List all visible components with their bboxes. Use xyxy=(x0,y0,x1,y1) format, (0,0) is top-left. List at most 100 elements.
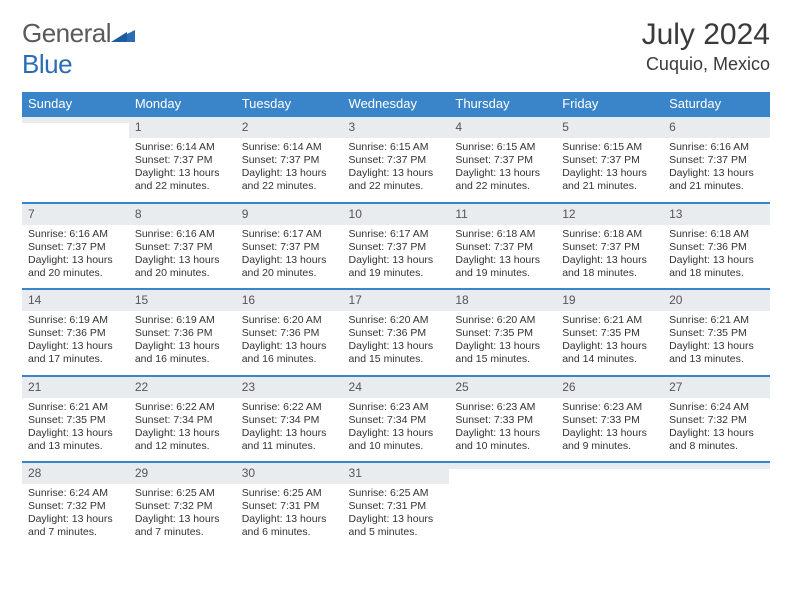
month-title: July 2024 xyxy=(642,18,770,52)
day-cell-body: Sunrise: 6:22 AMSunset: 7:34 PMDaylight:… xyxy=(129,398,236,463)
day-cell-header xyxy=(556,462,663,484)
day-body-row: Sunrise: 6:19 AMSunset: 7:36 PMDaylight:… xyxy=(22,311,770,376)
sunrise-text: Sunrise: 6:18 AM xyxy=(455,228,550,241)
weekday-header: Thursday xyxy=(449,92,556,116)
daylight-text: Daylight: 13 hours and 10 minutes. xyxy=(349,427,444,453)
sunrise-text: Sunrise: 6:21 AM xyxy=(28,401,123,414)
day-cell-header: 1 xyxy=(129,116,236,138)
day-number: 15 xyxy=(129,290,236,311)
sunrise-text: Sunrise: 6:24 AM xyxy=(669,401,764,414)
sunset-text: Sunset: 7:36 PM xyxy=(135,327,230,340)
sunrise-text: Sunrise: 6:15 AM xyxy=(562,141,657,154)
day-number: 4 xyxy=(449,117,556,138)
sunset-text: Sunset: 7:37 PM xyxy=(242,241,337,254)
daynum-row: 78910111213 xyxy=(22,203,770,225)
day-cell-body: Sunrise: 6:23 AMSunset: 7:34 PMDaylight:… xyxy=(343,398,450,463)
daylight-text: Daylight: 13 hours and 21 minutes. xyxy=(669,167,764,193)
sunset-text: Sunset: 7:32 PM xyxy=(669,414,764,427)
weekday-header: Sunday xyxy=(22,92,129,116)
calendar-body: 123456Sunrise: 6:14 AMSunset: 7:37 PMDay… xyxy=(22,116,770,548)
day-cell-body: Sunrise: 6:20 AMSunset: 7:36 PMDaylight:… xyxy=(236,311,343,376)
logo-part1: General xyxy=(22,18,111,48)
day-cell-body: Sunrise: 6:25 AMSunset: 7:31 PMDaylight:… xyxy=(343,484,450,548)
daylight-text: Daylight: 13 hours and 22 minutes. xyxy=(455,167,550,193)
sunset-text: Sunset: 7:31 PM xyxy=(349,500,444,513)
sunrise-text: Sunrise: 6:19 AM xyxy=(28,314,123,327)
daylight-text: Daylight: 13 hours and 20 minutes. xyxy=(242,254,337,280)
daylight-text: Daylight: 13 hours and 16 minutes. xyxy=(242,340,337,366)
day-cell-body: Sunrise: 6:21 AMSunset: 7:35 PMDaylight:… xyxy=(663,311,770,376)
day-number: 14 xyxy=(22,290,129,311)
day-cell-header: 18 xyxy=(449,289,556,311)
sunrise-text: Sunrise: 6:24 AM xyxy=(28,487,123,500)
day-cell-body: Sunrise: 6:16 AMSunset: 7:37 PMDaylight:… xyxy=(129,225,236,290)
day-number: 31 xyxy=(343,463,450,484)
weekday-header: Monday xyxy=(129,92,236,116)
day-cell-body: Sunrise: 6:25 AMSunset: 7:32 PMDaylight:… xyxy=(129,484,236,548)
sunrise-text: Sunrise: 6:21 AM xyxy=(562,314,657,327)
day-cell-header: 21 xyxy=(22,376,129,398)
sunrise-text: Sunrise: 6:19 AM xyxy=(135,314,230,327)
sunrise-text: Sunrise: 6:25 AM xyxy=(349,487,444,500)
weekday-header: Tuesday xyxy=(236,92,343,116)
day-cell-header: 7 xyxy=(22,203,129,225)
day-cell-body: Sunrise: 6:21 AMSunset: 7:35 PMDaylight:… xyxy=(556,311,663,376)
day-cell-header xyxy=(22,116,129,138)
daylight-text: Daylight: 13 hours and 13 minutes. xyxy=(669,340,764,366)
day-cell-body xyxy=(556,484,663,548)
day-cell-body: Sunrise: 6:15 AMSunset: 7:37 PMDaylight:… xyxy=(449,138,556,203)
day-cell-header: 25 xyxy=(449,376,556,398)
day-body-row: Sunrise: 6:21 AMSunset: 7:35 PMDaylight:… xyxy=(22,398,770,463)
daylight-text: Daylight: 13 hours and 21 minutes. xyxy=(562,167,657,193)
sunset-text: Sunset: 7:35 PM xyxy=(669,327,764,340)
day-cell-body: Sunrise: 6:17 AMSunset: 7:37 PMDaylight:… xyxy=(343,225,450,290)
day-cell-header: 16 xyxy=(236,289,343,311)
day-cell-header: 26 xyxy=(556,376,663,398)
sunrise-text: Sunrise: 6:23 AM xyxy=(562,401,657,414)
day-number: 24 xyxy=(343,377,450,398)
daylight-text: Daylight: 13 hours and 6 minutes. xyxy=(242,513,337,539)
day-cell-header: 6 xyxy=(663,116,770,138)
logo-triangle-icon xyxy=(111,18,135,48)
day-cell-header: 10 xyxy=(343,203,450,225)
weekday-header: Friday xyxy=(556,92,663,116)
sunrise-text: Sunrise: 6:18 AM xyxy=(669,228,764,241)
daylight-text: Daylight: 13 hours and 19 minutes. xyxy=(455,254,550,280)
sunset-text: Sunset: 7:36 PM xyxy=(28,327,123,340)
day-cell-body xyxy=(663,484,770,548)
day-number: 13 xyxy=(663,204,770,225)
sunset-text: Sunset: 7:33 PM xyxy=(562,414,657,427)
sunset-text: Sunset: 7:37 PM xyxy=(455,154,550,167)
sunrise-text: Sunrise: 6:18 AM xyxy=(562,228,657,241)
sunrise-text: Sunrise: 6:21 AM xyxy=(669,314,764,327)
sunset-text: Sunset: 7:34 PM xyxy=(349,414,444,427)
day-cell-body: Sunrise: 6:16 AMSunset: 7:37 PMDaylight:… xyxy=(663,138,770,203)
daylight-text: Daylight: 13 hours and 9 minutes. xyxy=(562,427,657,453)
day-cell-body xyxy=(449,484,556,548)
day-cell-body: Sunrise: 6:15 AMSunset: 7:37 PMDaylight:… xyxy=(556,138,663,203)
logo-part2: Blue xyxy=(22,49,72,79)
daylight-text: Daylight: 13 hours and 11 minutes. xyxy=(242,427,337,453)
sunrise-text: Sunrise: 6:23 AM xyxy=(455,401,550,414)
daylight-text: Daylight: 13 hours and 15 minutes. xyxy=(349,340,444,366)
day-cell-header: 20 xyxy=(663,289,770,311)
sunset-text: Sunset: 7:36 PM xyxy=(669,241,764,254)
daylight-text: Daylight: 13 hours and 18 minutes. xyxy=(669,254,764,280)
day-number: 9 xyxy=(236,204,343,225)
day-number: 11 xyxy=(449,204,556,225)
daylight-text: Daylight: 13 hours and 20 minutes. xyxy=(135,254,230,280)
sunset-text: Sunset: 7:32 PM xyxy=(135,500,230,513)
day-cell-header: 19 xyxy=(556,289,663,311)
day-number: 19 xyxy=(556,290,663,311)
sunset-text: Sunset: 7:37 PM xyxy=(242,154,337,167)
sunrise-text: Sunrise: 6:16 AM xyxy=(28,228,123,241)
day-number xyxy=(449,463,556,469)
day-cell-body: Sunrise: 6:21 AMSunset: 7:35 PMDaylight:… xyxy=(22,398,129,463)
sunrise-text: Sunrise: 6:25 AM xyxy=(242,487,337,500)
sunset-text: Sunset: 7:37 PM xyxy=(28,241,123,254)
daylight-text: Daylight: 13 hours and 15 minutes. xyxy=(455,340,550,366)
day-body-row: Sunrise: 6:24 AM Sunset: 7:32 PM Daylight:… xyxy=(22,484,770,548)
day-cell-body: Sunrise: 6:24 AMSunset: 7:32 PMDaylight:… xyxy=(22,484,129,548)
daynum-row: 28293031 xyxy=(22,462,770,484)
day-number: 1 xyxy=(129,117,236,138)
